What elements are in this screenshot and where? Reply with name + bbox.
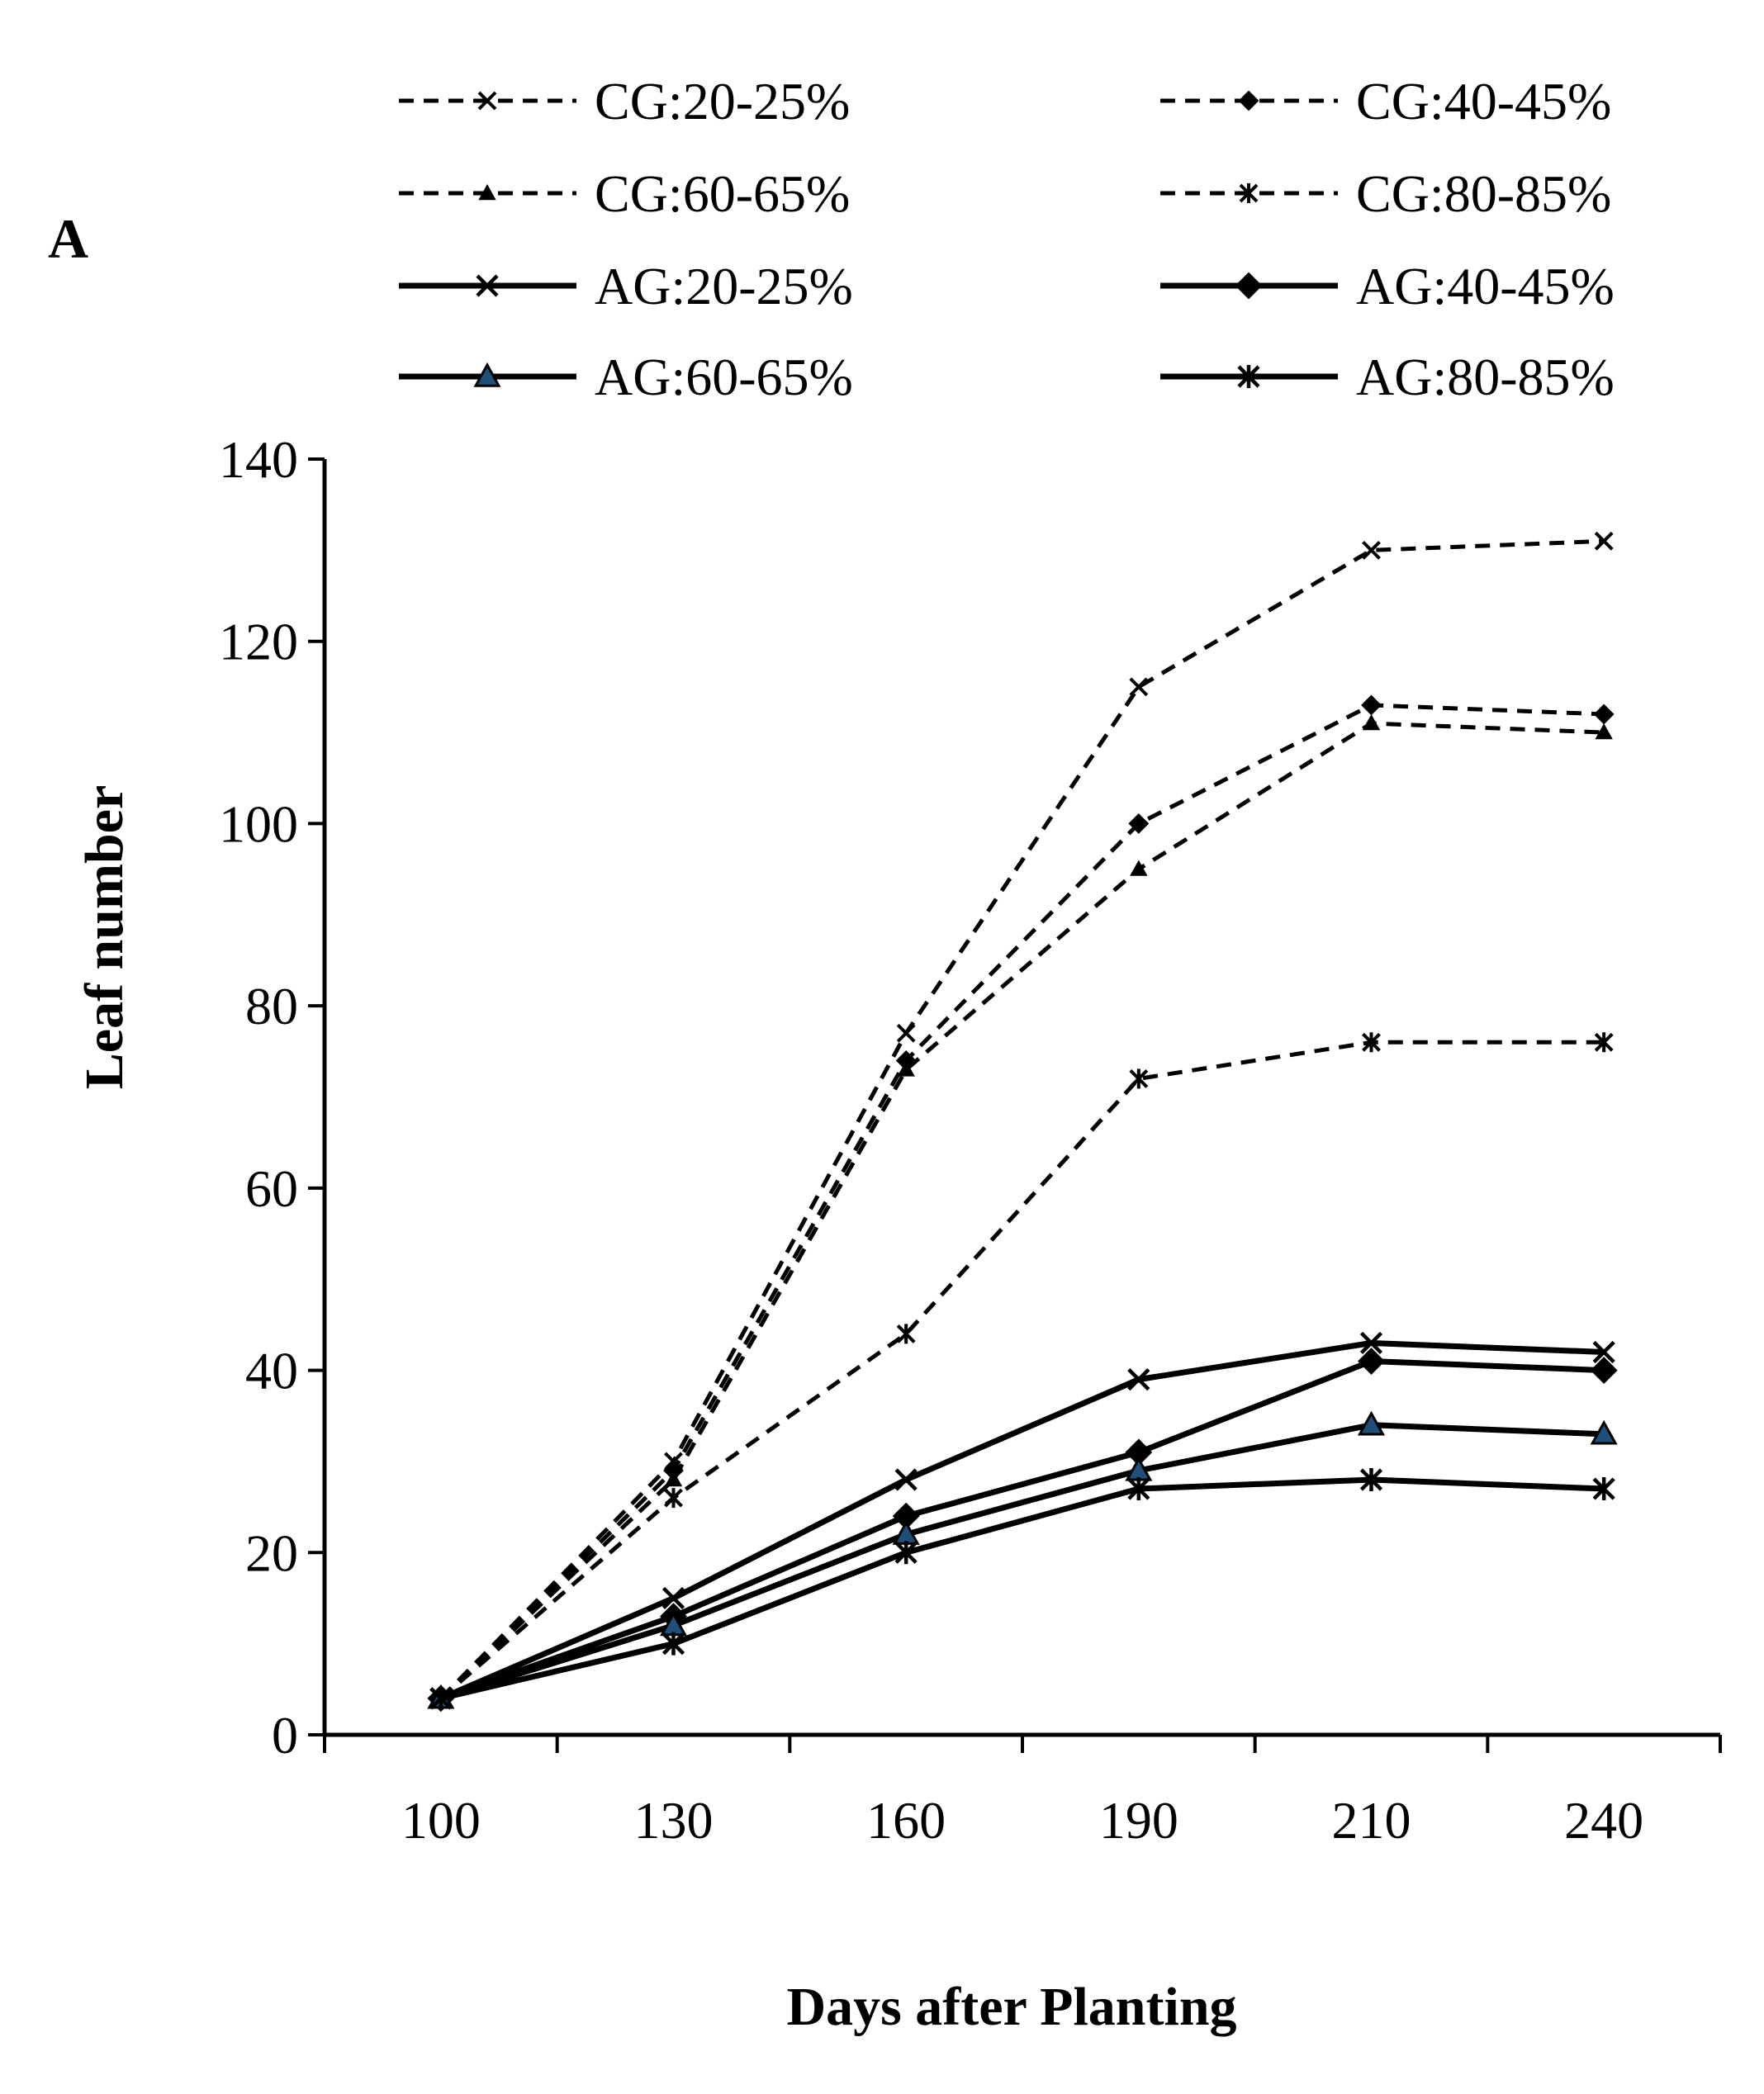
- data-point-ag-80-85: [1592, 1477, 1615, 1501]
- data-point-ag-80-85: [894, 1541, 918, 1565]
- data-point-ag-80-85: [1127, 1477, 1150, 1501]
- data-point-cg-80-85: [664, 1488, 683, 1509]
- series-cg-80-85: [431, 1032, 1614, 1708]
- data-point-cg-20-25: [1129, 677, 1149, 697]
- x-tick-label: 130: [634, 1791, 714, 1850]
- legend-label: AG:20-25%: [595, 257, 853, 315]
- data-point-cg-20-25: [1362, 540, 1381, 560]
- y-tick-label: 80: [245, 977, 298, 1035]
- x-ticks: 100 130 160 190 210 240: [323, 1735, 1722, 1850]
- x-tick-label: 210: [1332, 1791, 1411, 1850]
- series-cg-60-65: [432, 713, 1613, 1706]
- series-line-ag-60-65: [439, 1422, 1605, 1702]
- legend-label: AG:80-85%: [1356, 348, 1615, 406]
- legend-item-cg-40-45: CG:40-45%: [1160, 72, 1611, 130]
- legend-marker: [478, 183, 496, 201]
- legend-item-cg-60-65: CG:60-65%: [399, 164, 850, 223]
- legend-marker: [1238, 90, 1259, 111]
- data-point-cg-60-65: [897, 1060, 915, 1077]
- legend: CG:20-25% CG:40-45% CG:60-65% CG:80-85% AG:2…: [399, 72, 1615, 406]
- series-ag-60-65: [427, 1410, 1618, 1709]
- data-point-cg-40-45: [1128, 813, 1150, 834]
- data-point-ag-80-85: [662, 1632, 685, 1656]
- x-axis-title: Days after Planting: [786, 1977, 1236, 2037]
- legend-marker: [1237, 365, 1260, 388]
- series-line-ag-40-45: [439, 1358, 1605, 1702]
- series-ag-80-85: [429, 1468, 1615, 1710]
- x-tick-label: 100: [401, 1791, 481, 1850]
- data-point-ag-20-25: [894, 1468, 918, 1491]
- legend-marker: [477, 91, 497, 111]
- data-point-cg-60-65: [1595, 723, 1613, 740]
- legend-marker: [1239, 183, 1259, 203]
- data-point-cg-20-25: [1594, 531, 1614, 551]
- data-point-cg-60-65: [1362, 713, 1381, 731]
- legend-marker: [473, 362, 501, 387]
- legend-marker: [476, 274, 499, 297]
- data-point-cg-60-65: [1130, 860, 1148, 876]
- data-point-ag-80-85: [429, 1686, 453, 1710]
- series-line-cg-80-85: [439, 1040, 1605, 1700]
- data-point-ag-20-25: [662, 1586, 685, 1610]
- legend-marker: [1235, 272, 1263, 300]
- data-point-ag-80-85: [1359, 1468, 1383, 1491]
- y-tick-label: 60: [245, 1159, 298, 1218]
- legend-label: CG:60-65%: [595, 164, 850, 223]
- data-point-ag-20-25: [1359, 1331, 1383, 1355]
- data-point-ag-20-25: [1592, 1340, 1615, 1364]
- series-line-cg-60-65: [439, 721, 1605, 1700]
- data-point-cg-40-45: [1593, 704, 1615, 725]
- y-tick-label: 20: [245, 1523, 298, 1582]
- x-tick-label: 240: [1564, 1791, 1643, 1850]
- x-tick-label: 160: [866, 1791, 946, 1850]
- axes: [322, 459, 1720, 1737]
- y-tick-label: 0: [272, 1706, 298, 1765]
- data-point-cg-40-45: [1361, 694, 1382, 716]
- series-ag-40-45: [427, 1348, 1618, 1713]
- y-tick-label: 40: [245, 1342, 298, 1400]
- series-lines: [427, 531, 1618, 1713]
- data-point-cg-80-85: [896, 1324, 916, 1344]
- x-tick-label: 190: [1099, 1791, 1178, 1850]
- y-tick-label: 120: [219, 613, 298, 671]
- data-point-cg-60-65: [664, 1470, 683, 1487]
- legend-label: CG:40-45%: [1356, 72, 1611, 130]
- legend-item-cg-80-85: CG:80-85%: [1160, 164, 1611, 223]
- series-line-cg-20-25: [439, 538, 1605, 1700]
- data-point-ag-40-45: [1590, 1357, 1618, 1384]
- data-point-cg-20-25: [896, 1023, 916, 1043]
- data-point-ag-20-25: [1127, 1368, 1150, 1391]
- legend-item-cg-20-25: CG:20-25%: [399, 72, 850, 130]
- y-axis-title: Leaf number: [74, 785, 135, 1089]
- data-point-ag-60-65: [1590, 1419, 1618, 1445]
- legend-label: AG:40-45%: [1356, 257, 1615, 315]
- legend-item-ag-60-65: AG:60-65%: [399, 348, 853, 406]
- data-point-cg-80-85: [1129, 1068, 1149, 1089]
- legend-item-ag-40-45: AG:40-45%: [1160, 257, 1615, 315]
- y-tick-label: 100: [219, 794, 298, 853]
- data-point-cg-80-85: [1362, 1032, 1381, 1053]
- legend-label: AG:60-65%: [595, 348, 853, 406]
- y-tick-label: 140: [219, 430, 298, 489]
- data-point-ag-40-45: [1358, 1348, 1385, 1375]
- legend-label: CG:20-25%: [595, 72, 850, 130]
- y-ticks: 0 20 40 60 80 100 120 140: [219, 430, 325, 1765]
- legend-label: CG:80-85%: [1356, 164, 1611, 223]
- series-line-ag-20-25: [439, 1339, 1605, 1702]
- series-cg-20-25: [431, 531, 1614, 1708]
- panel-label: A: [48, 207, 88, 270]
- series-line-ag-80-85: [440, 1476, 1605, 1702]
- legend-item-ag-20-25: AG:20-25%: [399, 257, 853, 315]
- data-point-ag-60-65: [1357, 1410, 1386, 1436]
- data-point-cg-80-85: [1594, 1032, 1614, 1053]
- legend-item-ag-80-85: AG:80-85%: [1160, 348, 1615, 406]
- series-cg-40-45: [430, 694, 1615, 1709]
